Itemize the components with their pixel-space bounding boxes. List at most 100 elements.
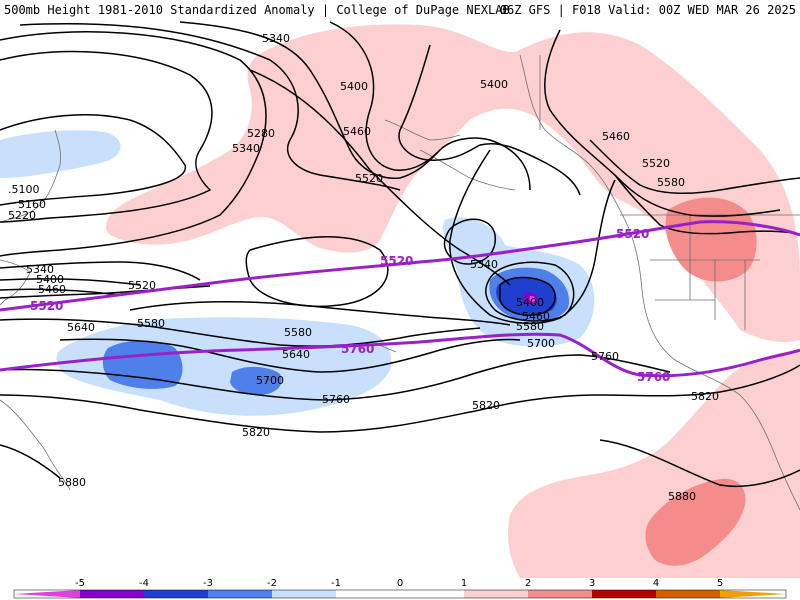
- map-title: 500mb Height 1981-2010 Standardized Anom…: [4, 3, 510, 17]
- label-5760: 5760: [322, 393, 350, 406]
- aleutians-east: [419, 149, 516, 191]
- contour-5280: [19, 23, 401, 191]
- contour-5580-east: [614, 174, 800, 236]
- positive-anomaly-shading: [106, 24, 800, 578]
- contour-5160: [0, 50, 213, 223]
- label-5580: 5580: [137, 317, 165, 330]
- contour-5520-north: [249, 69, 511, 286]
- colorbar-tick: -5: [75, 578, 85, 589]
- colorbar-swatch-pos3: [592, 590, 656, 598]
- label-5820: 5820: [472, 399, 500, 412]
- label-5340: 5340: [262, 32, 290, 45]
- label-5880: 5880: [668, 490, 696, 503]
- label-5580: 5580: [284, 326, 312, 339]
- contour-5100: [0, 114, 187, 206]
- label-5520: 5520: [642, 157, 670, 170]
- contour-5820: [0, 364, 800, 433]
- purple-label-5520: 5520: [380, 254, 413, 268]
- purple-label-5520: 5520: [616, 227, 649, 241]
- label-5640: 5640: [282, 348, 310, 361]
- model-run-label: 06Z GFS | F018 Valid: 00Z WED MAR 26 202…: [499, 3, 796, 17]
- colorbar-tick: -3: [203, 578, 213, 589]
- label-5880: 5880: [58, 476, 86, 489]
- height-contours: [0, 21, 800, 488]
- label-5460: 5460: [602, 130, 630, 143]
- colorbar-outline: [13, 589, 787, 599]
- label-5400: 5400: [516, 296, 544, 309]
- neg2-region-east: [230, 366, 282, 396]
- label-5160: 5160: [18, 198, 46, 211]
- colorbar-tick: 1: [461, 578, 467, 589]
- contour-5580-ridge: [245, 236, 389, 308]
- colorbar-swatch-neg1: [272, 590, 336, 598]
- colorbar-tick: 0: [397, 578, 403, 589]
- label-5100: .5100: [8, 183, 40, 196]
- label-5460: 5460: [522, 310, 550, 323]
- colorbar-tick: 5: [717, 578, 723, 589]
- colorbar-tick: -1: [331, 578, 341, 589]
- colorbar-swatch-neg2: [208, 590, 272, 598]
- label-5400: 5400: [480, 78, 508, 91]
- contour-5880: [0, 439, 800, 488]
- label-5760: 5760: [591, 350, 619, 363]
- coastlines: [0, 54, 800, 511]
- label-5340: 5340: [26, 263, 54, 276]
- colorbar-swatch-neg5: [14, 590, 80, 598]
- label-5700: 5700: [527, 337, 555, 350]
- contour-5520-east: [589, 139, 800, 195]
- alaska-peninsula: [384, 119, 461, 141]
- japan-coast: [0, 399, 71, 491]
- colorbar-swatch-neg3: [144, 590, 208, 598]
- contour-5340-north: [179, 21, 531, 191]
- kamchatka-coast: [0, 129, 61, 223]
- label-5340: 5340: [232, 142, 260, 155]
- colorbar-swatch-pos2: [528, 590, 592, 598]
- colorbar-tick: 4: [653, 578, 659, 589]
- colorbar-tick: -2: [267, 578, 277, 589]
- label-5520: 5520: [128, 279, 156, 292]
- contour-5580-trough: [449, 149, 616, 325]
- pos1-region-north-pacific: [106, 24, 800, 342]
- contour-5220: [0, 31, 267, 257]
- contour-5340-low: [443, 218, 496, 265]
- pos2-region-mexico: [645, 478, 746, 566]
- label-5580: 5580: [657, 176, 685, 189]
- label-5640: 5640: [67, 321, 95, 334]
- colorbar-ticks: -5 -4 -3 -2 -1 0 1 2 3 4 5: [75, 578, 723, 589]
- purple-label-5760: 5760: [637, 370, 670, 384]
- colorbar-tick: 3: [589, 578, 595, 589]
- colorbar-swatches: [13, 589, 787, 599]
- label-5220: 5220: [8, 209, 36, 222]
- label-5400: 5400: [340, 80, 368, 93]
- label-5280: 5280: [247, 127, 275, 140]
- contour-labels: 5340 5400 5280 5340 5460 .5100 5160 5220…: [8, 32, 719, 503]
- purple-contour-5520: [0, 220, 800, 312]
- purple-contour-labels: 5520 5520 5520 5760 5760: [30, 227, 670, 384]
- label-5520: 5520: [355, 172, 383, 185]
- anomaly-map: 5340 5400 5280 5340 5460 .5100 5160 5220…: [0, 21, 800, 578]
- label-5460: 5460: [343, 125, 371, 138]
- colorbar-tick: 2: [525, 578, 531, 589]
- neg5-core: [529, 295, 536, 303]
- colorbar-swatch-zero: [336, 590, 464, 598]
- contour-5460-north: [398, 44, 581, 196]
- us-state-borders: [650, 215, 760, 330]
- colorbar-swatch-pos1: [464, 590, 528, 598]
- label-5700: 5700: [256, 374, 284, 387]
- purple-label-5520: 5520: [30, 299, 63, 313]
- colorbar-tick: -4: [139, 578, 149, 589]
- label-5400: 5400: [36, 273, 64, 286]
- contour-5400-north: [329, 21, 441, 171]
- colorbar-swatch-neg4: [80, 590, 144, 598]
- label-5580: 5580: [516, 320, 544, 333]
- colorbar-swatch-pos5: [720, 590, 786, 598]
- purple-contour-5760: [0, 332, 800, 378]
- contour-5640: [0, 318, 481, 347]
- purple-label-5760: 5760: [341, 342, 374, 356]
- colorbar: -5 -4 -3 -2 -1 0 1 2 3 4 5: [13, 578, 787, 599]
- contour-5460-east: [544, 29, 781, 217]
- contour-5400-west: [0, 278, 141, 286]
- contour-5580-mid: [129, 300, 511, 326]
- label-5820: 5820: [242, 426, 270, 439]
- label-5340: 5340: [470, 258, 498, 271]
